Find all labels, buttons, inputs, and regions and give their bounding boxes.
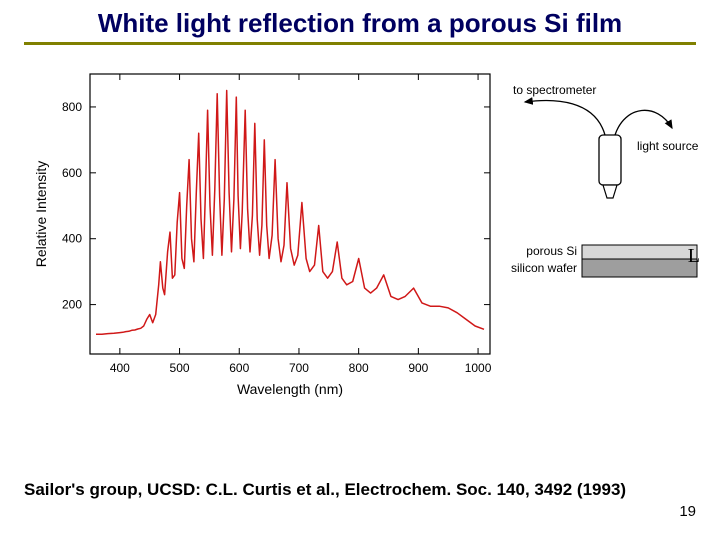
svg-text:500: 500 (170, 361, 190, 375)
page-title: White light reflection from a porous Si … (24, 8, 696, 39)
svg-text:to spectrometer: to spectrometer (513, 83, 596, 97)
citation-text: Sailor's group, UCSD: C.L. Curtis et al.… (24, 479, 660, 500)
svg-text:light source: light source (637, 139, 699, 153)
page-number: 19 (679, 503, 696, 520)
svg-text:800: 800 (349, 361, 369, 375)
svg-text:Wavelength (nm): Wavelength (nm) (237, 381, 343, 397)
svg-text:400: 400 (110, 361, 130, 375)
chart-svg: 400 500 600 700 800 900 1000 200 400 600 800 Wavele… (30, 64, 500, 404)
svg-text:Relative Intensity: Relative Intensity (33, 161, 49, 268)
svg-text:800: 800 (62, 100, 82, 114)
svg-text:900: 900 (408, 361, 428, 375)
svg-text:600: 600 (62, 166, 82, 180)
svg-text:200: 200 (62, 298, 82, 312)
thickness-label: L (688, 245, 700, 268)
svg-text:400: 400 (62, 232, 82, 246)
spectrum-chart: 400 500 600 700 800 900 1000 200 400 600 800 Wavele… (30, 64, 500, 404)
svg-text:600: 600 (229, 361, 249, 375)
svg-text:700: 700 (289, 361, 309, 375)
svg-text:silicon wafer: silicon wafer (511, 261, 577, 275)
svg-text:porous Si: porous Si (526, 244, 577, 258)
setup-diagram: to spectrometer light source porous Si sili… (507, 80, 702, 330)
title-underline (24, 42, 696, 45)
diagram-svg: to spectrometer light source porous Si sili… (507, 80, 702, 330)
svg-text:1000: 1000 (465, 361, 492, 375)
